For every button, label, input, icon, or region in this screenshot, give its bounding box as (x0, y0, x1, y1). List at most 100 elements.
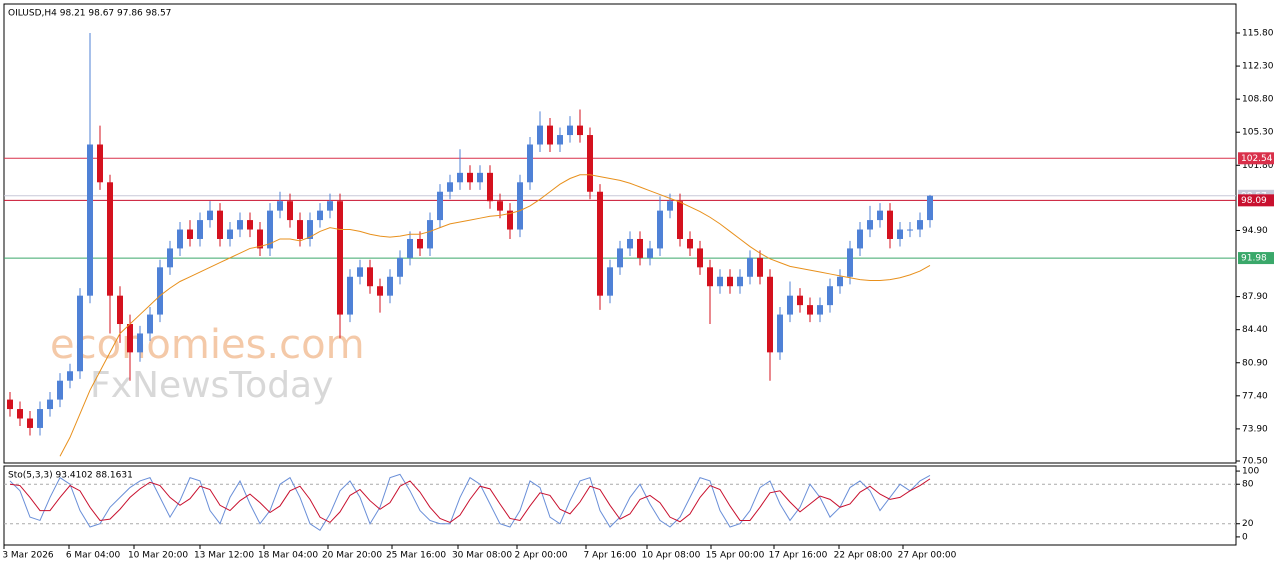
x-tick-label: 20 Mar 20:00 (322, 551, 382, 561)
chart-title: OILUSD,H4 98.21 98.67 97.86 98.57 (8, 9, 171, 19)
y-tick-label: 101.80 (1242, 161, 1274, 171)
candle-body (407, 238, 413, 258)
y-tick-label: 108.80 (1242, 95, 1274, 105)
candle-body (257, 229, 263, 249)
watermark: FxNewsToday (90, 365, 333, 406)
level-label: 102.54 (1241, 154, 1273, 164)
candle-body (67, 371, 73, 381)
level-label: 91.98 (1241, 254, 1267, 264)
candle-body (207, 210, 213, 221)
moving-average (59, 174, 931, 457)
level-label-box (1238, 194, 1274, 207)
osc-tick-label: 80 (1242, 480, 1254, 490)
candle-body (507, 210, 513, 230)
y-tick-label: 84.40 (1242, 325, 1268, 335)
candle-body (707, 267, 713, 287)
candle-body (667, 201, 673, 211)
candle-body (647, 248, 653, 258)
candle-body (627, 238, 633, 249)
candle-body (117, 295, 123, 325)
candle-body (517, 182, 523, 230)
candle-body (277, 201, 283, 211)
candle-body (537, 125, 543, 145)
candle-body (827, 286, 833, 306)
candle-body (867, 220, 873, 230)
candle-body (847, 248, 853, 277)
candle-body (837, 276, 843, 287)
x-tick-label: 6 Mar 04:00 (66, 551, 121, 561)
candle-body (607, 267, 613, 296)
candle-body (327, 201, 333, 211)
level-label-box (1238, 252, 1274, 265)
candle-body (107, 182, 113, 296)
candle-body (587, 135, 593, 192)
candle-body (577, 125, 583, 136)
candle-body (167, 248, 173, 268)
x-tick-label: 17 Apr 16:00 (769, 551, 828, 561)
candle-body (287, 201, 293, 221)
candle-body (57, 380, 63, 400)
candle-body (497, 201, 503, 211)
x-tick-label: 25 Mar 16:00 (386, 551, 446, 561)
candle-body (767, 276, 773, 353)
candle-body (427, 220, 433, 249)
candle-body (457, 172, 463, 183)
x-tick-label: 30 Mar 08:00 (452, 551, 512, 561)
level-label-box (1238, 152, 1274, 165)
x-tick-label: 10 Apr 08:00 (642, 551, 701, 561)
candle-body (127, 324, 133, 353)
candle-body (597, 191, 603, 296)
x-tick-label: 13 Mar 12:00 (194, 551, 254, 561)
x-tick-label: 3 Mar 2026 (2, 551, 54, 561)
oscillator-title: Sto(5,3,3) 93.4102 88.1631 (8, 471, 133, 481)
candle-body (17, 409, 23, 419)
candle-body (417, 238, 423, 249)
candle-body (917, 220, 923, 230)
candle-body (177, 229, 183, 249)
candle-body (297, 220, 303, 239)
candle-body (357, 267, 363, 277)
osc-tick-label: 100 (1242, 467, 1259, 477)
candle-body (347, 276, 353, 315)
y-tick-label: 73.90 (1242, 424, 1268, 434)
candle-body (807, 305, 813, 315)
candle-body (317, 210, 323, 221)
candle-body (7, 399, 13, 410)
candle-body (887, 210, 893, 239)
candle-body (727, 276, 733, 287)
osc-tick-label: 20 (1242, 519, 1254, 529)
candle-body (637, 238, 643, 258)
candle-body (467, 172, 473, 183)
candle-body (877, 210, 883, 221)
candle-body (247, 220, 253, 230)
y-tick-label: 77.40 (1242, 391, 1268, 401)
candle-body (557, 135, 563, 145)
candle-body (337, 201, 343, 315)
y-tick-label: 80.90 (1242, 358, 1268, 368)
candle-body (757, 257, 763, 277)
candle-body (147, 314, 153, 334)
osc-tick-label: 0 (1242, 532, 1248, 542)
candle-body (157, 267, 163, 315)
candle-body (547, 125, 553, 145)
y-tick-label: 115.80 (1242, 29, 1274, 39)
candle-body (687, 238, 693, 249)
candle-body (747, 257, 753, 277)
candle-body (87, 144, 93, 296)
candle-body (227, 229, 233, 239)
candle-body (47, 399, 53, 410)
candle-body (307, 220, 313, 239)
candle-body (677, 201, 683, 239)
candle-body (477, 172, 483, 183)
candle-body (367, 267, 373, 287)
osc-line (9, 478, 931, 524)
candle-body (387, 276, 393, 296)
candle-body (927, 195, 933, 221)
candle-body (237, 220, 243, 230)
candle-body (907, 229, 913, 231)
x-tick-label: 22 Apr 08:00 (834, 551, 893, 561)
x-tick-label: 27 Apr 00:00 (898, 551, 957, 561)
candle-body (77, 295, 83, 372)
level-label: 98.09 (1241, 196, 1267, 206)
candle-body (437, 191, 443, 221)
